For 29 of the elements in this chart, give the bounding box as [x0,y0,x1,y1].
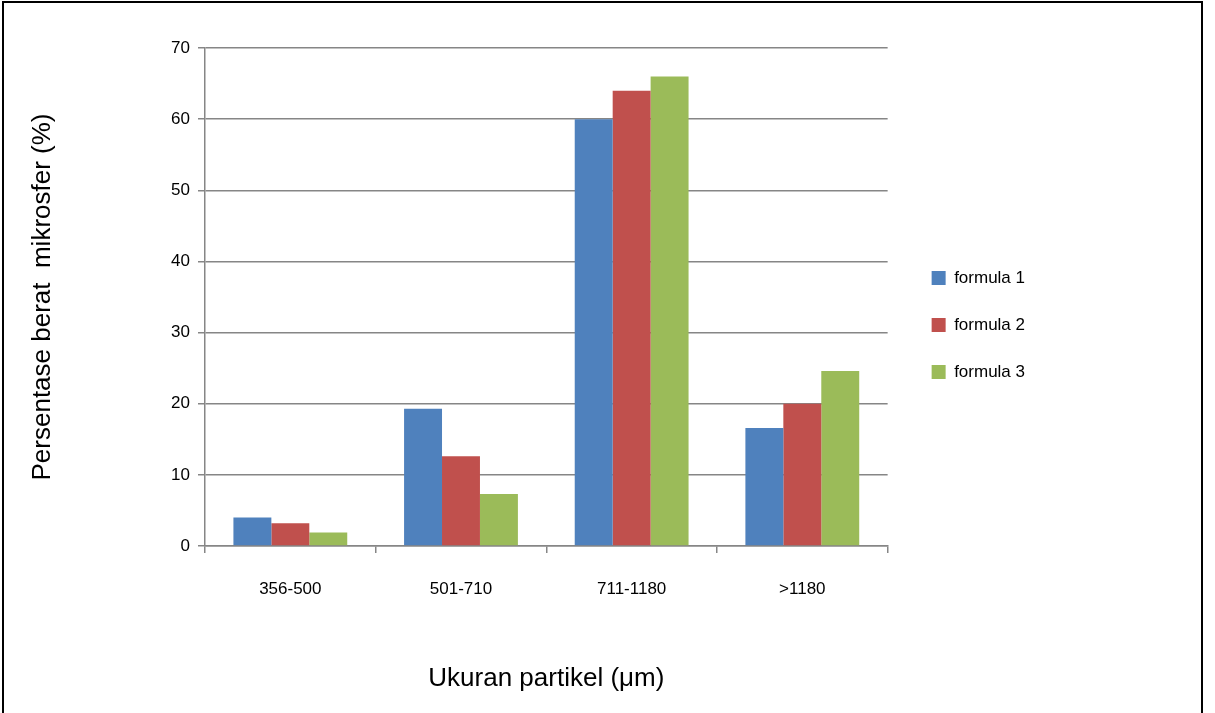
bar [271,523,310,546]
bar [650,76,689,546]
y-tick-label: 30 [171,322,190,342]
bar [783,403,822,546]
y-tick-label: 10 [171,464,190,484]
bar [404,408,443,546]
y-axis-title: Persentase berat mikrosfer (%) [25,113,56,481]
x-tick-label: >1180 [779,578,826,598]
y-tick-label: 60 [171,108,190,128]
bar [612,90,651,546]
bar [745,427,784,546]
bar [821,370,860,546]
legend-label: formula 1 [954,267,1026,287]
y-tick-label: 20 [171,393,190,413]
bar [479,494,518,546]
legend-label: formula 2 [954,314,1026,334]
bar [442,456,480,546]
y-tick-label: 40 [171,251,190,271]
bar [233,517,272,546]
x-tick-label: 501-710 [429,578,493,598]
x-axis-title: Ukuran partikel (μm) [428,661,665,692]
legend-label: formula 3 [954,361,1026,381]
x-tick-label: 356-500 [259,578,322,598]
y-tick-label: 50 [171,179,190,199]
bar [574,119,613,546]
x-tick-label: 711-1180 [596,578,667,598]
y-tick-label: 70 [171,37,190,57]
y-tick-label: 0 [180,535,190,555]
bar [309,532,348,546]
